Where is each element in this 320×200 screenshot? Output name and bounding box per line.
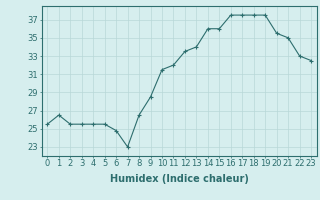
X-axis label: Humidex (Indice chaleur): Humidex (Indice chaleur) xyxy=(110,174,249,184)
